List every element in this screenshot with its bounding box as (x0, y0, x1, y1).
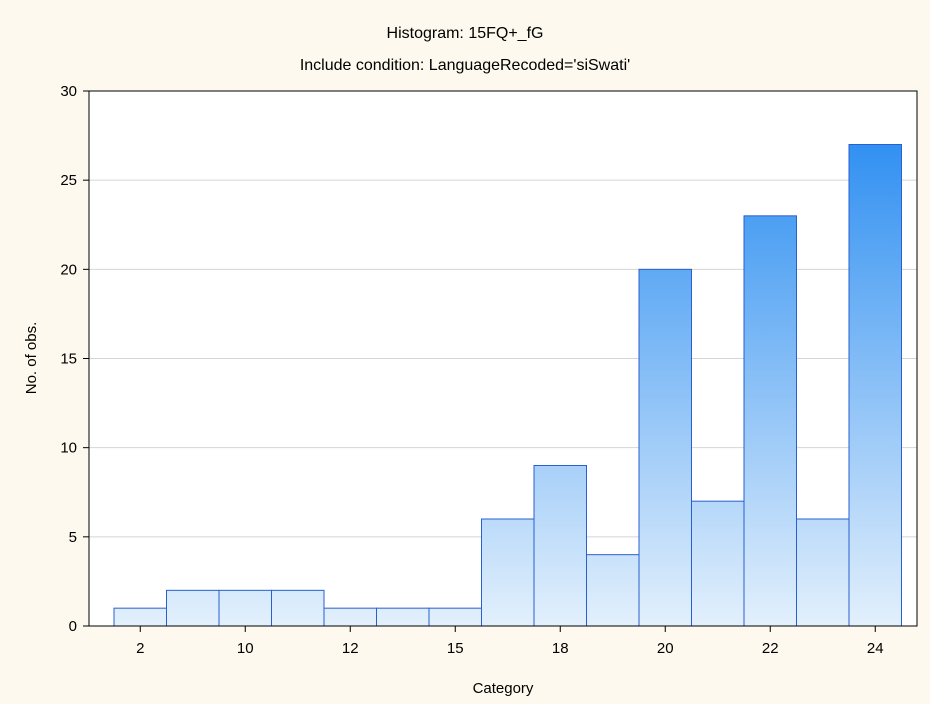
x-tick-label: 15 (447, 640, 464, 657)
histogram-bar (428, 607, 482, 627)
x-tick-label: 18 (552, 640, 569, 657)
y-tick-label: 20 (60, 261, 77, 278)
y-tick-label: 0 (69, 618, 77, 635)
histogram-bar (638, 268, 692, 627)
bars (113, 144, 902, 627)
histogram-bar (166, 589, 220, 627)
histogram-bar (848, 144, 902, 627)
histogram-bar (218, 589, 272, 627)
histogram-bar (113, 607, 167, 627)
x-tick-label: 20 (657, 640, 674, 657)
x-axis-ticks: 2 10 12 15 18 20 22 24 (136, 626, 884, 657)
chart-title: Histogram: 15FQ+_fG (387, 25, 544, 42)
histogram-bar (743, 215, 797, 627)
histogram-bar (533, 465, 587, 627)
x-tick-label: 12 (342, 640, 359, 657)
x-tick-label: 2 (136, 640, 144, 657)
chart-subtitle: Include condition: LanguageRecoded='siSw… (300, 57, 630, 74)
histogram-bar (376, 607, 430, 627)
histogram-bar (691, 500, 745, 627)
histogram-bar (481, 518, 535, 627)
y-tick-label: 30 (60, 83, 77, 100)
y-tick-label: 5 (69, 529, 77, 546)
y-tick-label: 15 (60, 351, 77, 368)
histogram-bar (586, 554, 640, 627)
y-tick-label: 25 (60, 172, 77, 189)
histogram-bar (271, 589, 325, 627)
histogram-bar (796, 518, 850, 627)
x-tick-label: 10 (237, 640, 254, 657)
y-axis-ticks: 0 5 10 15 20 25 30 (60, 83, 89, 635)
y-tick-label: 10 (60, 440, 77, 457)
x-tick-label: 22 (762, 640, 779, 657)
x-axis-label: Category (473, 680, 534, 697)
x-tick-label: 24 (867, 640, 884, 657)
y-axis-label: No. of obs. (23, 322, 40, 395)
histogram-bar (323, 607, 377, 627)
